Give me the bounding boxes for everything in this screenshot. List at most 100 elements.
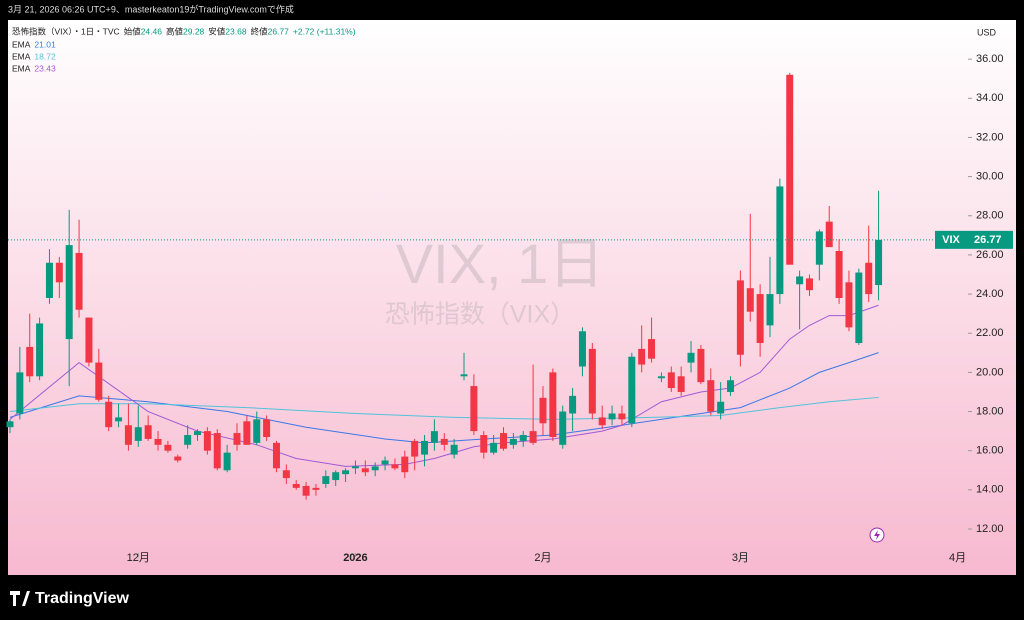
- candle-body: [756, 294, 764, 344]
- candle-body: [598, 417, 606, 426]
- candle-body: [243, 421, 251, 445]
- candle-body: [687, 352, 695, 363]
- x-tick-label: 4月: [949, 552, 966, 564]
- y-tick-label: 28.00: [976, 210, 1004, 222]
- y-tick-label: 16.00: [976, 445, 1004, 457]
- candle-body: [835, 251, 843, 298]
- ohlc-value: 23.68: [225, 26, 247, 36]
- header: 恐怖指数（VIX）・1日・TVC 始値 24.46 高値 29.28 安値 23.68 終値 2…: [12, 26, 356, 36]
- candle-body: [470, 386, 478, 432]
- watermark-subtitle: 恐怖指数（VIX）: [385, 301, 575, 329]
- candle-body: [263, 419, 271, 437]
- candle-body: [559, 411, 567, 445]
- candle-body: [657, 376, 665, 379]
- candle-body: [855, 272, 863, 344]
- candle-body: [845, 282, 853, 328]
- ohlc-label: 安値: [208, 26, 226, 36]
- y-tick-label: 24.00: [976, 288, 1004, 300]
- symbol: 恐怖指数（VIX）・1日・TVC: [12, 26, 120, 36]
- legend-name: EMA: [12, 51, 31, 61]
- y-tick-label: 34.00: [976, 92, 1004, 104]
- candle-body: [608, 413, 616, 420]
- candle-body: [203, 431, 211, 451]
- y-tick-label: 36.00: [976, 53, 1004, 65]
- candle-body: [312, 487, 320, 490]
- candle-body: [282, 470, 290, 479]
- candle-body: [272, 442, 280, 469]
- candle-body: [85, 317, 93, 363]
- candle-body: [529, 431, 537, 443]
- candle-body: [411, 440, 419, 457]
- candle-body: [786, 74, 794, 265]
- legend-value: 21.01: [34, 39, 56, 49]
- candle-body: [539, 397, 547, 424]
- candle-body: [342, 470, 350, 475]
- candle-body: [233, 433, 241, 445]
- candle-body: [865, 262, 873, 295]
- y-tick-label: 30.00: [976, 171, 1004, 183]
- ohlc-value: 24.46: [141, 26, 163, 36]
- candle-body: [825, 221, 833, 248]
- ohlc-label: 高値: [166, 26, 184, 36]
- candle-body: [430, 431, 438, 443]
- candle-body: [164, 444, 172, 451]
- ohlc-value: 26.77: [268, 26, 290, 36]
- candle-body: [578, 331, 586, 367]
- x-tick-label: 12月: [127, 552, 150, 564]
- ohlc-value: 29.28: [183, 26, 205, 36]
- price-tag: [968, 230, 1013, 249]
- candle-body: [302, 485, 310, 496]
- legend-name: EMA: [12, 39, 31, 49]
- x-tick-label: 2月: [534, 552, 551, 564]
- y-tick-label: 20.00: [976, 366, 1004, 378]
- candle-body: [154, 438, 162, 445]
- change: +2.72 (+11.31%): [293, 26, 356, 36]
- y-tick-label: 12.00: [976, 523, 1004, 535]
- candle-body: [391, 464, 399, 469]
- candle-body: [371, 466, 379, 471]
- candle-body: [95, 362, 103, 400]
- candle-body: [26, 346, 34, 377]
- currency: USD: [977, 27, 997, 37]
- candle-body: [36, 323, 44, 377]
- y-tick-label: 32.00: [976, 131, 1004, 143]
- candle-body: [697, 348, 705, 383]
- candle-body: [588, 348, 596, 414]
- candle-body: [292, 483, 300, 488]
- candle-body: [223, 452, 231, 471]
- candle-body: [875, 239, 883, 286]
- ticker-tag-label: VIX: [942, 234, 960, 246]
- ohlc-label: 始値: [124, 26, 142, 36]
- candle-body: [105, 401, 113, 428]
- y-tick-label: 14.00: [976, 484, 1004, 496]
- caption: 3月 21, 2026 06:26 UTC+9、masterkeaton19がT…: [8, 3, 294, 14]
- ema-line: [9, 352, 879, 444]
- candle-body: [519, 435, 527, 441]
- candle-body: [707, 380, 715, 412]
- candle-body: [805, 278, 813, 291]
- candle-body: [45, 262, 53, 298]
- x-tick-label: 3月: [732, 552, 749, 564]
- candle-body: [628, 356, 636, 424]
- candle-body: [134, 427, 142, 441]
- candle-body: [381, 460, 389, 465]
- candle-body: [727, 380, 735, 392]
- chart-background: [8, 20, 1016, 575]
- candle-body: [648, 339, 656, 359]
- watermark-title: VIX, 1日: [396, 232, 605, 295]
- candle-body: [322, 476, 330, 484]
- candle-body: [65, 245, 73, 340]
- y-tick-label: 26.00: [976, 249, 1004, 261]
- candle-body: [815, 231, 823, 265]
- candle-body: [115, 417, 123, 422]
- candle-body: [638, 348, 646, 365]
- candle-body: [421, 440, 429, 455]
- candle-body: [736, 280, 744, 355]
- candle-body: [440, 438, 448, 445]
- candle-body: [490, 442, 498, 453]
- candle-body: [351, 466, 359, 469]
- candle-body: [480, 435, 488, 453]
- candle-body: [450, 444, 458, 455]
- candle-body: [144, 425, 152, 439]
- candle-body: [124, 425, 132, 445]
